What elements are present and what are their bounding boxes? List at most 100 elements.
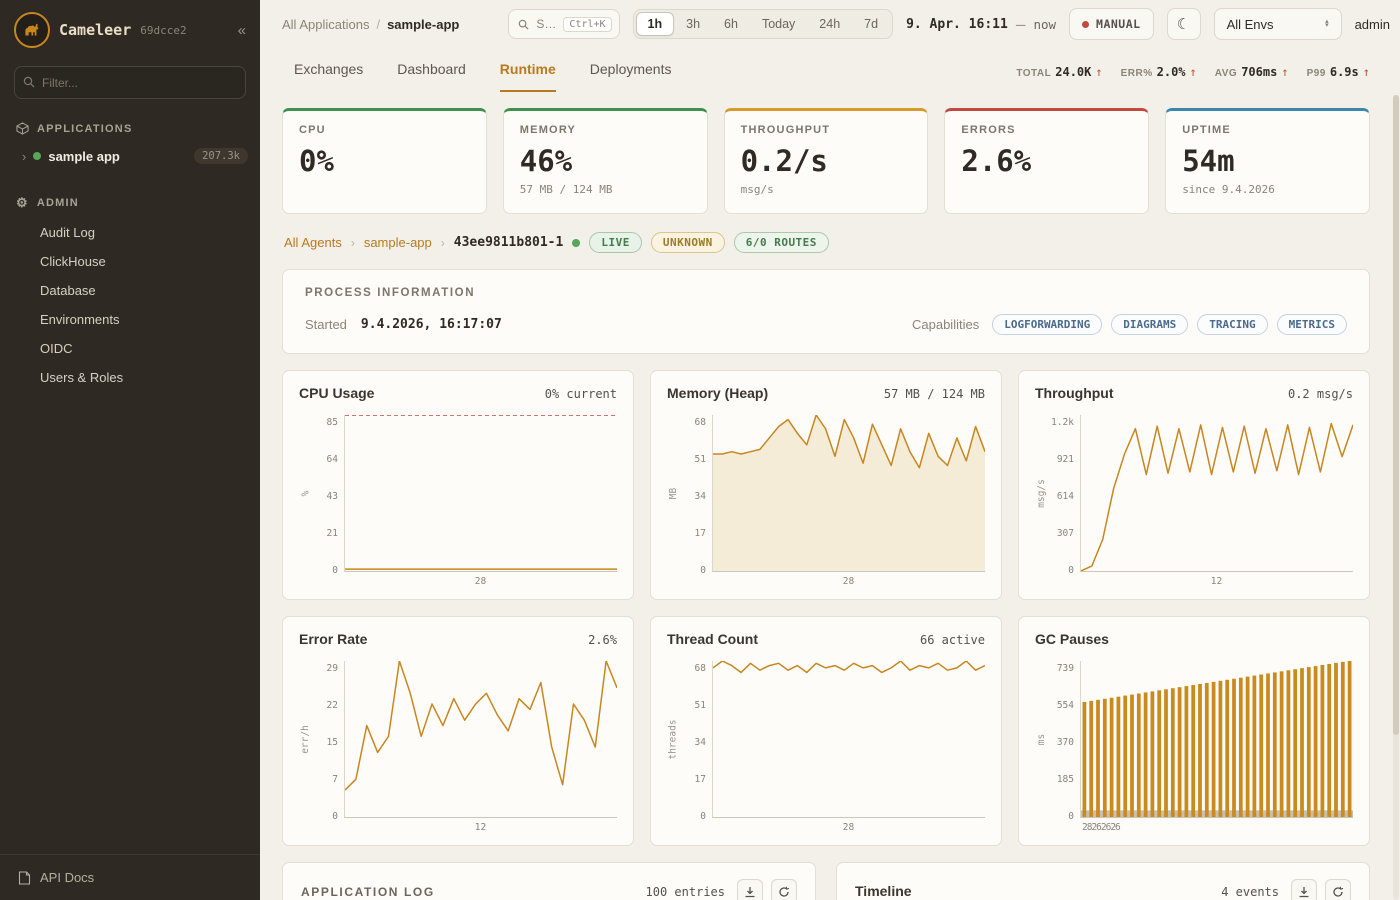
y-axis-ticks: 1.2k 921 614 307 0 [1051, 417, 1074, 576]
search-icon [519, 19, 529, 30]
timeline-events-count: 4 events [1221, 885, 1279, 899]
sidebar-item-api-docs[interactable]: API Docs [0, 855, 260, 900]
kpi-memory: MEMORY 46% 57 MB / 124 MB [502, 108, 708, 214]
range-7d[interactable]: 7d [864, 17, 879, 31]
moon-icon: ☾ [1176, 16, 1191, 33]
refresh-button[interactable] [771, 879, 797, 900]
range-1h[interactable]: 1h [635, 12, 675, 36]
tab-deployments[interactable]: Deployments [589, 61, 672, 77]
chart-memory-heap: Memory (Heap) 57 MB / 124 MB MB 68 51 34 1… [650, 370, 1002, 600]
camel-icon [25, 23, 39, 36]
gear-icon: ⚙ [16, 195, 29, 210]
range-6h[interactable]: 6h [724, 17, 738, 31]
api-docs-label: API Docs [40, 870, 95, 885]
date-to: now [1033, 16, 1057, 32]
tab-dashboard[interactable]: Dashboard [397, 61, 466, 77]
sidebar-item-environments[interactable]: Environments [40, 312, 120, 327]
applications-section-label: APPLICATIONS [37, 122, 133, 135]
x-axis-tick: 28262626 [1082, 822, 1121, 833]
range-24h[interactable]: 24h [819, 17, 841, 31]
refresh-icon [1333, 886, 1344, 897]
tab-exchanges[interactable]: Exchanges [294, 61, 364, 77]
sidebar-item-audit-log[interactable]: Audit Log [40, 225, 95, 240]
chart-plot-area [712, 415, 985, 572]
chevron-right-icon[interactable]: › [22, 148, 27, 164]
message-count-badge: 207.3k [194, 148, 248, 164]
y-axis-unit: threads [668, 719, 680, 760]
chart-current-value: 57 MB / 124 MB [883, 387, 985, 401]
chart-throughput: Throughput 0.2 msg/s msg/s 1.2k 921 614 30… [1018, 370, 1370, 600]
applications-section-header: APPLICATIONS [0, 113, 260, 142]
tab-bar: Exchanges Dashboard Runtime Deployments … [260, 48, 1400, 92]
date-dash: — [1015, 14, 1026, 34]
y-axis-unit: err/h [300, 725, 312, 754]
capability-badge: LOGFORWARDING [992, 314, 1103, 335]
environment-select-value: All Envs [1226, 16, 1274, 32]
search-shortcut-kbd: Ctrl+K [563, 16, 612, 32]
date-range-display[interactable]: 9. Apr. 16:11 — now [906, 15, 1056, 34]
download-button[interactable] [737, 879, 763, 900]
routes-badge: 6/0 ROUTES [733, 232, 829, 253]
breadcrumb-all-applications[interactable]: All Applications [282, 16, 370, 32]
chart-current-value: 0.2 msg/s [1287, 387, 1353, 401]
stat-avg: AVG 706ms ↑ [1214, 65, 1289, 79]
y-axis-unit: ms [1035, 733, 1047, 746]
sidebar-divider [0, 854, 260, 855]
download-icon [745, 887, 755, 898]
capability-badge: METRICS [1276, 314, 1347, 335]
chart-gc-pauses: GC Pauses ms 739 554 370 185 0 28262626 [1018, 616, 1370, 846]
charts-row-1: CPU Usage 0% current % 85 64 43 21 0 28 [282, 370, 1370, 600]
refresh-button[interactable] [1325, 879, 1351, 900]
x-axis-tick: 28 [842, 576, 855, 587]
cameleer-logo-icon [14, 12, 50, 48]
filter-input[interactable] [14, 66, 246, 99]
download-button[interactable] [1291, 879, 1317, 900]
trend-up-icon: ↑ [1095, 65, 1103, 79]
application-log-card: APPLICATION LOG 100 entries [282, 862, 816, 900]
sidebar-collapse-icon[interactable]: « [237, 21, 246, 39]
refresh-icon [779, 886, 790, 897]
range-today[interactable]: Today [761, 17, 796, 31]
environment-select[interactable]: All Envs ▴ ▾ [1213, 8, 1342, 40]
sidebar-item-clickhouse[interactable]: ClickHouse [40, 254, 106, 269]
y-axis-ticks: 739 554 370 185 0 [1056, 663, 1074, 822]
y-axis-ticks: 68 51 34 17 0 [694, 663, 706, 822]
sidebar-item-database[interactable]: Database [40, 283, 96, 298]
sidebar-item-users-roles[interactable]: Users & Roles [40, 370, 124, 385]
x-axis-tick: 12 [1210, 576, 1223, 587]
top-header: All Applications / sample-app S… Ctrl+K … [260, 0, 1400, 48]
manual-refresh-button[interactable]: MANUAL [1069, 8, 1154, 40]
scrollbar-thumb[interactable] [1393, 95, 1399, 735]
timeline-title: Timeline [855, 883, 912, 899]
sidebar-item-sample-app[interactable]: › sample app 207.3k [0, 142, 260, 170]
admin-section-header: ⚙ ADMIN [0, 186, 260, 218]
dark-mode-toggle[interactable]: ☾ [1166, 8, 1201, 40]
chart-plot-area [344, 415, 617, 572]
capability-badge: TRACING [1197, 314, 1268, 335]
breadcrumb: All Applications / sample-app [282, 17, 459, 32]
y-axis-unit: msg/s [1036, 479, 1048, 508]
agents-link[interactable]: All Agents [284, 235, 342, 250]
breadcrumb-chevron-icon: › [440, 235, 445, 250]
kpi-errors: ERRORS 2.6% [944, 108, 1150, 214]
sidebar-item-oidc[interactable]: OIDC [40, 341, 73, 356]
vertical-scrollbar[interactable] [1393, 95, 1399, 900]
user-name[interactable]: admin [1354, 16, 1390, 32]
tab-runtime[interactable]: Runtime [499, 61, 556, 92]
y-axis-ticks: 29 22 15 7 0 [326, 663, 338, 822]
chart-plot-area [712, 661, 985, 818]
kpi-uptime: UPTIME 54m since 9.4.2026 [1165, 108, 1370, 214]
global-search[interactable]: S… Ctrl+K [508, 9, 620, 39]
capabilities: Capabilities LOGFORWARDING DIAGRAMS TRAC… [912, 314, 1347, 335]
agent-app-link[interactable]: sample-app [363, 235, 432, 250]
chart-plot-area [344, 661, 617, 818]
live-status-dot-icon [572, 238, 581, 247]
manual-label: MANUAL [1096, 17, 1141, 31]
unknown-badge: UNKNOWN [650, 232, 725, 253]
admin-section-label: ADMIN [36, 197, 79, 209]
y-axis-ticks: 85 64 43 21 0 [326, 417, 338, 576]
chart-thread-count: Thread Count 66 active threads 68 51 34 17… [650, 616, 1002, 846]
app-name: Cameleer [59, 21, 132, 39]
select-arrows-icon: ▴ ▾ [1325, 18, 1329, 29]
range-3h[interactable]: 3h [686, 17, 701, 31]
